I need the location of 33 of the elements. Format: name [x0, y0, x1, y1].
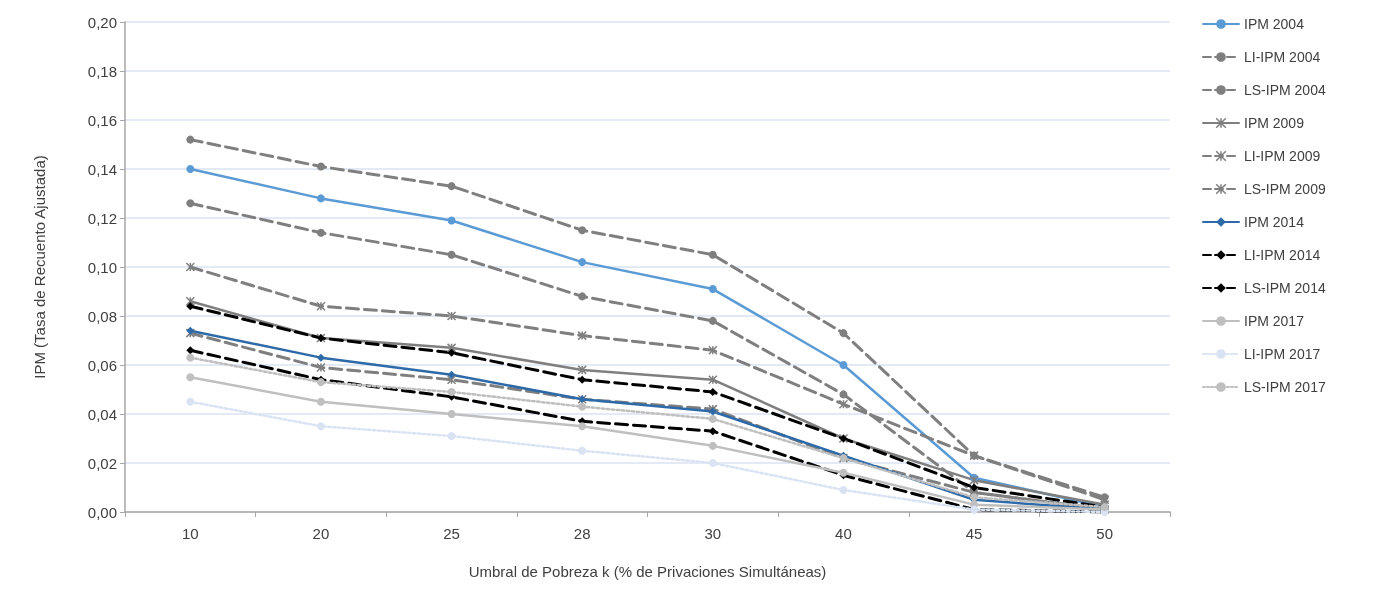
legend-label: IPM 2017: [1244, 313, 1305, 329]
y-tick-label: 0,12: [87, 209, 117, 227]
legend-label: IPM 2004: [1244, 16, 1305, 32]
x-tick-label: 30: [704, 525, 722, 542]
y-tick-label: 0,00: [87, 503, 117, 521]
y-tick-label: 0,08: [87, 307, 117, 325]
legend-label: LS-IPM 2004: [1244, 82, 1326, 98]
legend-label: IPM 2014: [1244, 214, 1305, 230]
legend-label: LI-IPM 2009: [1244, 148, 1321, 164]
y-tick-label: 0,16: [87, 111, 117, 129]
x-tick-label: 50: [1096, 525, 1114, 542]
y-tick-label: 0,02: [87, 454, 117, 472]
y-tick-label: 0,18: [87, 62, 117, 80]
x-axis-title: Umbral de Pobreza k (% de Privaciones Simultáneas): [468, 563, 827, 580]
x-tick-label: 25: [443, 525, 460, 542]
legend-label: LS-IPM 2009: [1244, 181, 1326, 197]
y-tick-label: 0,04: [87, 405, 117, 423]
legend-label: IPM 2009: [1244, 115, 1305, 131]
x-tick-label: 45: [965, 525, 983, 542]
y-tick-label: 0,20: [87, 13, 117, 31]
x-tick-label: 40: [835, 525, 852, 542]
y-tick-label: 0,14: [87, 160, 117, 178]
legend-label: LI-IPM 2017: [1244, 346, 1321, 362]
x-tick-label: 28: [573, 525, 591, 542]
y-axis-title: IPM (Tasa de Recuento Ajustada): [31, 155, 48, 379]
y-tick-label: 0,06: [87, 356, 117, 374]
legend-label: LI-IPM 2014: [1244, 247, 1321, 263]
x-tick-label: 10: [181, 525, 199, 542]
x-tick-label: 20: [312, 525, 330, 542]
legend-label: LS-IPM 2017: [1244, 379, 1326, 395]
legend-label: LS-IPM 2014: [1244, 280, 1326, 296]
y-tick-label: 0,10: [87, 258, 117, 276]
legend-label: LI-IPM 2004: [1244, 49, 1321, 65]
